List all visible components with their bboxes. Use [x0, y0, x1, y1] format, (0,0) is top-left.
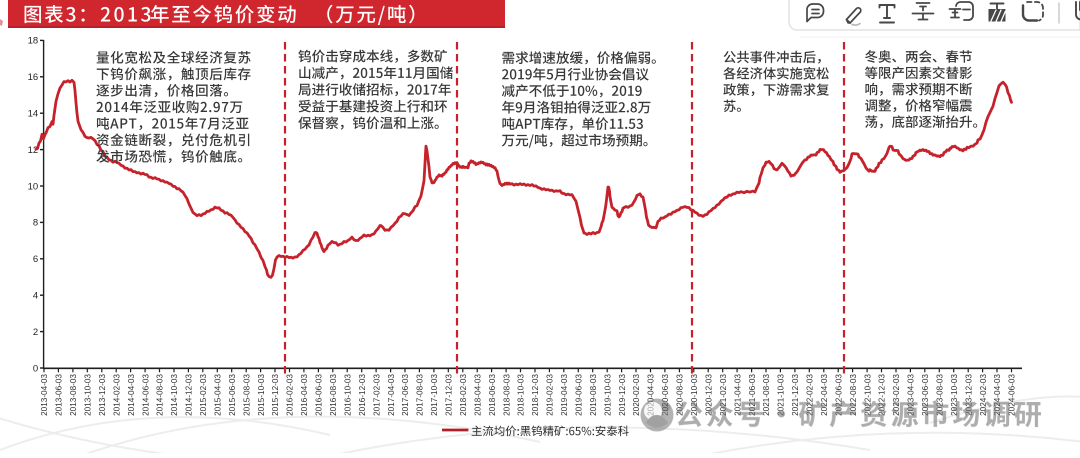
svg-text:2016-08-03: 2016-08-03: [329, 374, 338, 416]
svg-text:2014-10-03: 2014-10-03: [170, 374, 179, 416]
svg-text:2015-06-03: 2015-06-03: [228, 374, 237, 416]
svg-text:2018-12-03: 2018-12-03: [531, 374, 540, 416]
svg-text:2016-02-03: 2016-02-03: [286, 374, 295, 416]
svg-text:0: 0: [33, 363, 38, 374]
svg-text:2019-06-03: 2019-06-03: [575, 374, 584, 416]
svg-text:2021-08-03: 2021-08-03: [762, 374, 771, 416]
svg-text:2018-08-03: 2018-08-03: [502, 374, 511, 416]
svg-text:2019-02-03: 2019-02-03: [546, 374, 555, 416]
svg-text:2018-04-03: 2018-04-03: [473, 374, 482, 416]
svg-text:2: 2: [33, 327, 38, 338]
svg-text:2021-12-03: 2021-12-03: [791, 374, 800, 416]
svg-text:2022-12-03: 2022-12-03: [878, 374, 887, 416]
svg-text:2023-06-03: 2023-06-03: [921, 374, 930, 416]
svg-text:2015-04-03: 2015-04-03: [214, 374, 223, 416]
svg-text:2017-10-03: 2017-10-03: [430, 374, 439, 416]
svg-text:2020-02-03: 2020-02-03: [632, 374, 641, 416]
svg-text:2021-04-03: 2021-04-03: [733, 374, 742, 416]
svg-text:2019-10-03: 2019-10-03: [603, 374, 612, 416]
svg-text:12: 12: [28, 145, 39, 156]
svg-text:2014-08-03: 2014-08-03: [156, 374, 165, 416]
svg-text:2023-10-03: 2023-10-03: [950, 374, 959, 416]
svg-text:6: 6: [33, 254, 38, 265]
svg-text:2013-04-03: 2013-04-03: [40, 374, 49, 416]
svg-text:2019-04-03: 2019-04-03: [560, 374, 569, 416]
svg-text:2022-08-03: 2022-08-03: [849, 374, 858, 416]
svg-text:2020-08-03: 2020-08-03: [676, 374, 685, 416]
svg-text:2013-06-03: 2013-06-03: [55, 374, 64, 416]
svg-text:2016-04-03: 2016-04-03: [300, 374, 309, 416]
svg-text:2015-10-03: 2015-10-03: [257, 374, 266, 416]
svg-text:2023-08-03: 2023-08-03: [936, 374, 945, 416]
svg-text:2016-06-03: 2016-06-03: [315, 374, 324, 416]
svg-text:2017-08-03: 2017-08-03: [416, 374, 425, 416]
svg-text:2014-04-03: 2014-04-03: [127, 374, 136, 416]
svg-text:10: 10: [28, 181, 39, 192]
svg-text:2023-04-03: 2023-04-03: [907, 374, 916, 416]
svg-text:2022-02-03: 2022-02-03: [806, 374, 815, 416]
svg-text:2018-06-03: 2018-06-03: [488, 374, 497, 416]
svg-text:2015-08-03: 2015-08-03: [242, 374, 251, 416]
svg-text:2019-12-03: 2019-12-03: [618, 374, 627, 416]
svg-text:2024-04-03: 2024-04-03: [993, 374, 1002, 416]
svg-text:18: 18: [28, 36, 39, 47]
svg-text:2016-12-03: 2016-12-03: [358, 374, 367, 416]
svg-text:2014-12-03: 2014-12-03: [185, 374, 194, 416]
svg-text:4: 4: [33, 291, 38, 302]
svg-text:2017-04-03: 2017-04-03: [387, 374, 396, 416]
svg-text:2021-10-03: 2021-10-03: [777, 374, 786, 416]
svg-text:2015-02-03: 2015-02-03: [199, 374, 208, 416]
svg-text:2020-06-03: 2020-06-03: [661, 374, 670, 416]
svg-text:2016-10-03: 2016-10-03: [343, 374, 352, 416]
svg-text:2023-02-03: 2023-02-03: [892, 374, 901, 416]
svg-text:2024-06-03: 2024-06-03: [1008, 374, 1017, 416]
svg-text:2013-10-03: 2013-10-03: [84, 374, 93, 416]
svg-text:2013-12-03: 2013-12-03: [98, 374, 107, 416]
svg-text:2020-10-03: 2020-10-03: [690, 374, 699, 416]
svg-text:2017-02-03: 2017-02-03: [372, 374, 381, 416]
svg-text:2018-10-03: 2018-10-03: [517, 374, 526, 416]
svg-text:2019-08-03: 2019-08-03: [589, 374, 598, 416]
svg-text:2023-12-03: 2023-12-03: [964, 374, 973, 416]
svg-text:2017-06-03: 2017-06-03: [401, 374, 410, 416]
svg-text:2024-02-03: 2024-02-03: [979, 374, 988, 416]
svg-text:2013-08-03: 2013-08-03: [69, 374, 78, 416]
svg-text:2018-02-03: 2018-02-03: [459, 374, 468, 416]
svg-text:2020-04-03: 2020-04-03: [647, 374, 656, 416]
svg-text:16: 16: [28, 72, 39, 83]
svg-text:14: 14: [28, 109, 39, 120]
svg-text:2022-10-03: 2022-10-03: [863, 374, 872, 416]
svg-text:8: 8: [33, 218, 38, 229]
svg-text:2022-06-03: 2022-06-03: [834, 374, 843, 416]
svg-text:2014-06-03: 2014-06-03: [141, 374, 150, 416]
svg-text:2021-06-03: 2021-06-03: [748, 374, 757, 416]
svg-text:2014-02-03: 2014-02-03: [112, 374, 121, 416]
svg-text:2015-12-03: 2015-12-03: [271, 374, 280, 416]
svg-text:2020-12-03: 2020-12-03: [704, 374, 713, 416]
svg-text:2022-04-03: 2022-04-03: [820, 374, 829, 416]
svg-text:2021-02-03: 2021-02-03: [719, 374, 728, 416]
svg-text:2017-12-03: 2017-12-03: [445, 374, 454, 416]
